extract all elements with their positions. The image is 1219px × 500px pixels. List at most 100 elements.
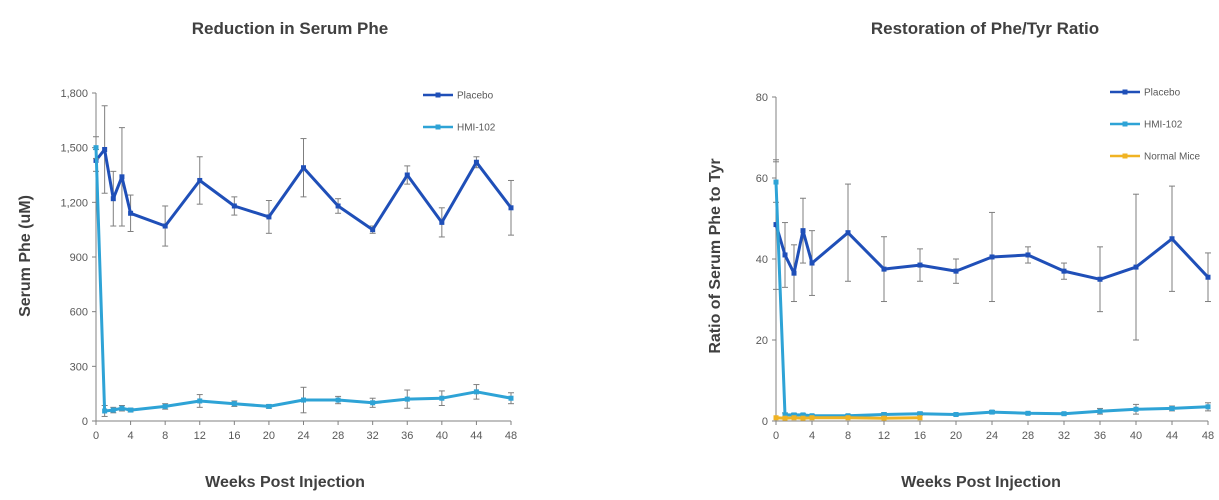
x-tick-label: 16 [228,430,240,442]
legend-entry: HMI-102 [1110,120,1183,131]
data-point [370,400,376,406]
data-point [231,401,237,407]
y-tick-label: 20 [756,335,768,347]
data-point [102,146,108,152]
data-point [1205,404,1211,410]
data-point [370,227,376,233]
data-point [119,405,125,411]
chart2-title: Restoration of Phe/Tyr Ratio [871,19,1099,38]
data-point [800,228,806,234]
data-point [791,270,797,276]
legend-label: Placebo [457,91,494,102]
data-point [1061,268,1067,274]
data-point [917,262,923,268]
legend-swatch-marker [1122,153,1128,159]
x-tick-label: 40 [1130,430,1142,442]
data-point [773,415,779,421]
data-point [800,415,806,421]
x-tick-label: 28 [1022,430,1034,442]
data-point [119,174,125,180]
data-point [1097,276,1103,282]
x-tick-label: 28 [332,430,344,442]
data-point [1133,264,1139,270]
data-point [1133,406,1139,412]
data-point [197,398,203,404]
legend-entry: HMI-102 [423,123,496,134]
data-point [881,266,887,272]
series-normal-mice [773,415,923,421]
data-point [439,395,445,401]
x-tick-label: 44 [1166,430,1178,442]
data-point [197,177,203,183]
x-tick-label: 36 [1094,430,1106,442]
data-point [266,403,272,409]
data-point [809,260,815,266]
data-point [989,409,995,415]
data-point [231,203,237,209]
y-tick-label: 600 [70,307,88,319]
series-line [774,224,1210,281]
data-point [809,415,815,421]
data-point [162,223,168,229]
data-point [404,172,410,178]
data-point [508,205,514,211]
data-point [1169,236,1175,242]
data-point [266,214,272,220]
chart2-x-axis-title: Weeks Post Injection [901,474,1061,491]
data-point [1061,411,1067,417]
data-point [881,415,887,421]
data-point [782,412,788,418]
data-point [439,219,445,225]
data-point [162,403,168,409]
data-point [881,412,887,418]
data-point [508,395,514,401]
data-point [782,415,788,421]
y-tick-label: 40 [756,254,768,266]
x-tick-label: 48 [505,430,517,442]
x-tick-label: 12 [878,430,890,442]
series-line [774,181,1209,418]
legend-swatch-marker [1122,121,1128,127]
data-point [917,415,923,421]
data-point [128,210,134,216]
y-tick-label: 1,500 [60,143,88,155]
x-tick-label: 8 [162,430,168,442]
data-point [953,268,959,274]
y-tick-label: 1,800 [60,88,88,100]
x-tick-label: 32 [367,430,379,442]
data-point [128,407,134,413]
data-point [335,203,341,209]
data-point [110,196,116,202]
data-point [773,222,779,228]
data-point [917,411,923,417]
series-hmi-102 [93,136,514,417]
chart1-x-axis-title: Weeks Post Injection [205,474,365,491]
data-point [301,397,306,403]
x-tick-label: 40 [436,430,448,442]
data-point [93,145,99,151]
data-point [473,389,479,395]
data-point [1025,252,1031,258]
y-tick-label: 300 [70,361,88,373]
legend-entry: Normal Mice [1110,152,1201,163]
chart1-y-axis-title: Serum Phe (uM) [17,195,34,317]
data-point [845,415,851,421]
legend-swatch-marker [435,92,441,98]
x-tick-label: 4 [809,430,815,442]
legend-entry: Placebo [1110,88,1181,99]
x-tick-label: 24 [297,430,309,442]
legend-entry: Placebo [423,91,494,102]
x-tick-label: 20 [263,430,275,442]
legend-swatch-marker [1122,89,1128,95]
data-point [953,412,959,418]
data-point [782,252,788,258]
data-point [1205,274,1211,280]
series-line [94,148,513,232]
x-tick-label: 36 [401,430,413,442]
series-line [94,147,512,413]
y-tick-label: 900 [70,252,88,264]
data-point [404,396,410,402]
data-point [773,179,779,185]
